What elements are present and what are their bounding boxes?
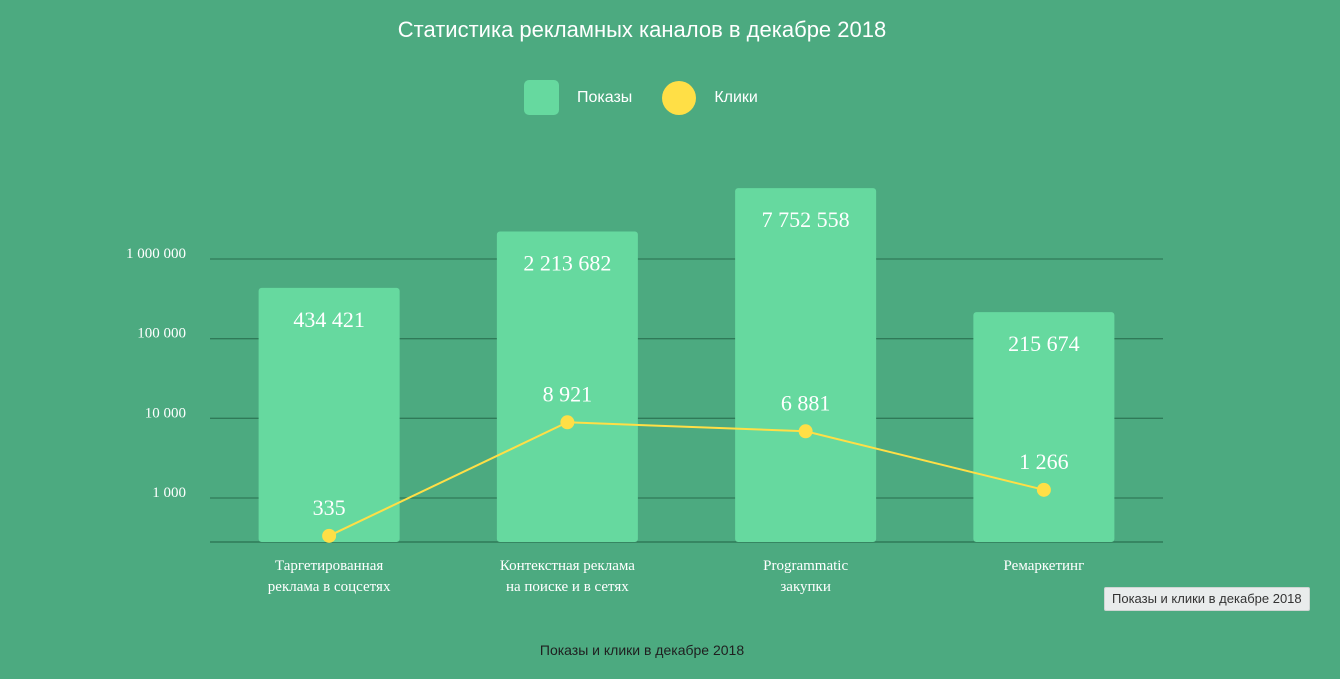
bar-impressions[interactable] xyxy=(735,188,877,543)
bar-impressions[interactable] xyxy=(258,287,400,542)
legend-label-impressions: Показы xyxy=(577,88,633,106)
bars-impressions xyxy=(258,188,1115,543)
x-category-label: Таргетированная xyxy=(275,558,383,574)
x-category-label: реклама в соцсетях xyxy=(268,579,391,595)
point-value-label: 335 xyxy=(313,495,346,520)
x-category-label: на поиске и в сетях xyxy=(506,579,629,595)
chart-caption: Показы и клики в декабре 2018 xyxy=(539,642,745,658)
legend-dot-swatch-icon xyxy=(662,80,697,115)
clicks-point[interactable] xyxy=(798,424,813,439)
legend-item-clicks[interactable]: Клики xyxy=(662,80,758,115)
bar-value-label: 434 421 xyxy=(293,307,365,332)
legend-item-impressions[interactable]: Показы xyxy=(524,80,632,115)
bar-impressions[interactable] xyxy=(496,231,638,543)
y-tick-label: 10 000 xyxy=(145,405,186,421)
x-category-label: Programmatic xyxy=(763,558,848,574)
point-value-label: 8 921 xyxy=(543,381,593,406)
clicks-line xyxy=(328,421,1045,537)
chart-tooltip: Показы и клики в декабре 2018 xyxy=(1104,587,1310,611)
x-category-label: закупки xyxy=(780,579,831,595)
legend-label-clicks: Клики xyxy=(714,88,758,106)
clicks-point[interactable] xyxy=(560,415,575,430)
bar-value-label: 7 752 558 xyxy=(762,207,850,232)
bar-value-label: 215 674 xyxy=(1008,331,1080,356)
x-category-label: Контекстная реклама xyxy=(500,558,635,574)
point-value-label: 6 881 xyxy=(781,390,831,415)
value-labels: 434 421 2 213 682 7 752 558 215 674 335 8 921… xyxy=(293,207,1079,520)
y-axis-ticks: 1 000 10 000 100 000 1 000 000 xyxy=(126,246,186,501)
point-value-label: 1 266 xyxy=(1019,449,1069,474)
chart-legend: Показы Клики xyxy=(524,80,758,115)
y-tick-label: 1 000 xyxy=(152,485,186,501)
bar-impressions[interactable] xyxy=(973,312,1115,542)
x-axis-categories: Таргетированная реклама в соцсетях Контекс… xyxy=(268,558,1084,595)
y-tick-label: 1 000 000 xyxy=(126,246,186,262)
clicks-point[interactable] xyxy=(1036,482,1051,497)
chart-title: Статистика рекламных каналов в декабре 2… xyxy=(397,17,887,42)
legend-bar-swatch-icon xyxy=(524,80,559,115)
clicks-point[interactable] xyxy=(322,528,337,543)
line-clicks xyxy=(322,415,1051,543)
y-tick-label: 100 000 xyxy=(137,326,186,342)
bar-value-label: 2 213 682 xyxy=(523,251,611,276)
x-category-label: Ремаркетинг xyxy=(1004,558,1085,574)
